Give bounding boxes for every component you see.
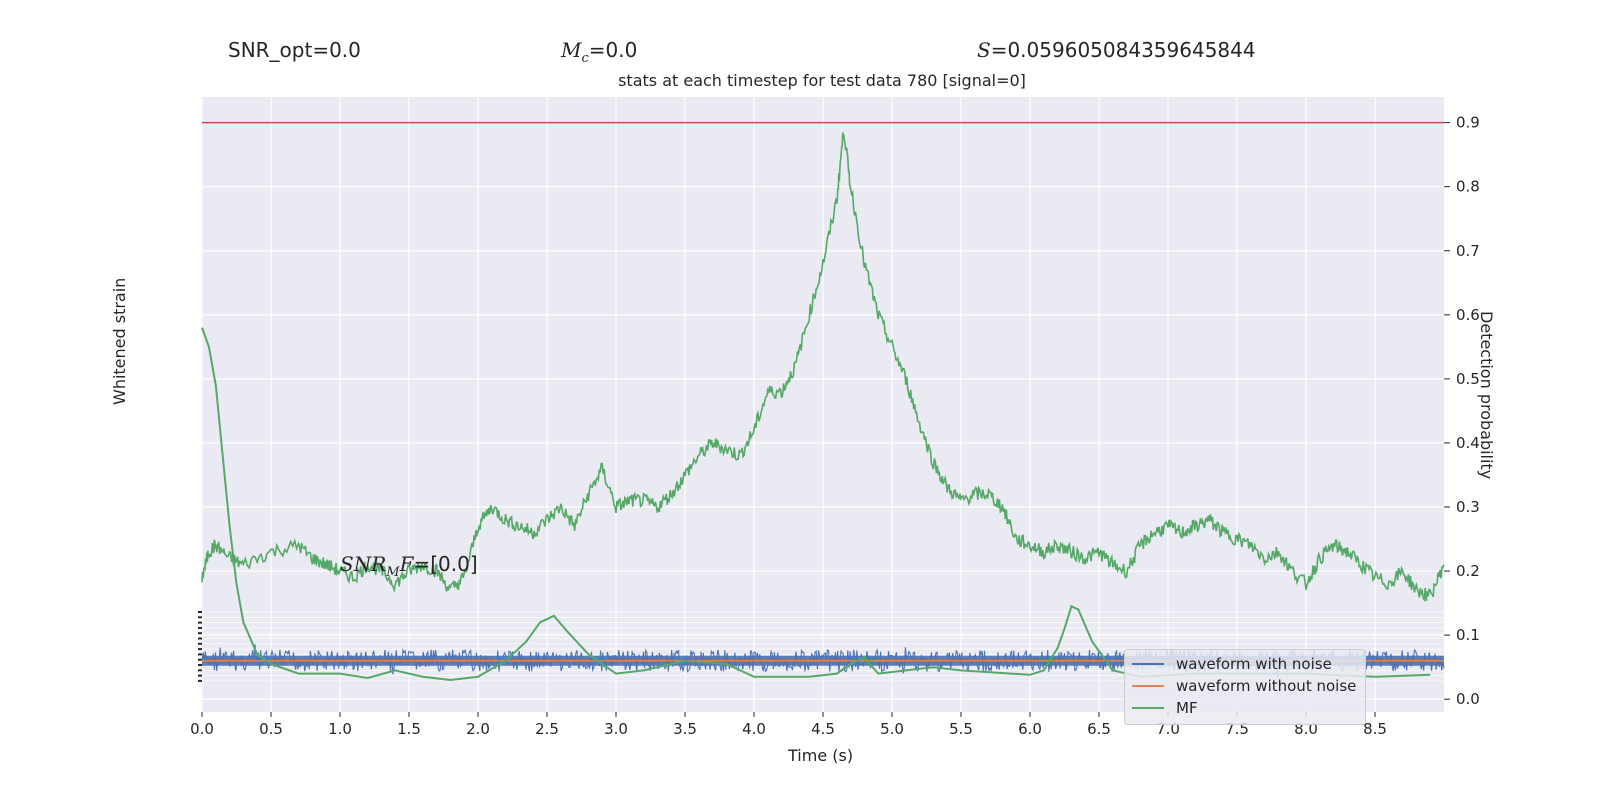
- x-tick-label: 1.0: [328, 720, 352, 738]
- y-tick-label: 0.3: [1456, 498, 1480, 516]
- y-tick-label: 0.7: [1456, 242, 1480, 260]
- x-tick-label: 2.0: [466, 720, 490, 738]
- chirp-mass-label: Mc=0.0: [561, 38, 638, 66]
- y-tick-label: 0.8: [1456, 178, 1480, 196]
- legend: waveform with noise waveform without noi…: [1124, 649, 1366, 725]
- y-tick-label: 0.0: [1456, 690, 1480, 708]
- chirp-mass-value: =0.0: [588, 38, 638, 62]
- x-tick-label: 1.5: [397, 720, 421, 738]
- x-tick-label: 3.5: [673, 720, 697, 738]
- detection-probability-line: [201, 132, 1445, 602]
- legend-item: MF: [1132, 698, 1198, 718]
- y-tick-label: 0.1: [1456, 626, 1480, 644]
- chart-title: stats at each timestep for test data 780…: [618, 71, 1026, 90]
- s-stat-value: =0.059605084359645844: [990, 38, 1256, 62]
- y-tick-label: 0.2: [1456, 562, 1480, 580]
- legend-item: waveform with noise: [1132, 654, 1332, 674]
- y-tick-label: 0.6: [1456, 306, 1480, 324]
- snr-mf-value: =[0.0]: [413, 552, 478, 576]
- legend-label: MF: [1176, 699, 1198, 717]
- x-tick-label: 2.5: [535, 720, 559, 738]
- legend-item: waveform without noise: [1132, 676, 1356, 696]
- x-tick-label: 3.0: [604, 720, 628, 738]
- mf-line: [201, 327, 1431, 682]
- x-tick-label: 4.5: [811, 720, 835, 738]
- x-tick-label: 0.0: [190, 720, 214, 738]
- y-axis-label-right: Detection probability: [1477, 311, 1496, 480]
- snr-opt-label: SNR_opt=0.0: [228, 38, 361, 62]
- s-stat-label: S=0.059605084359645844: [977, 38, 1256, 62]
- legend-swatch: [1132, 685, 1164, 687]
- x-tick-label: 4.0: [742, 720, 766, 738]
- x-tick-label: 6.5: [1087, 720, 1111, 738]
- x-tick-label: 8.5: [1363, 720, 1387, 738]
- x-tick-label: 6.0: [1018, 720, 1042, 738]
- y-axis-label-left: Whitened strain: [110, 277, 129, 405]
- x-tick-label: 5.5: [949, 720, 973, 738]
- legend-swatch: [1132, 707, 1164, 709]
- x-tick-label: 0.5: [259, 720, 283, 738]
- legend-label: waveform with noise: [1176, 655, 1332, 673]
- y-tick-label: 0.4: [1456, 434, 1480, 452]
- y-tick-label: 0.5: [1456, 370, 1480, 388]
- snr-mf-annotation: SNRMF=[0.0]: [340, 552, 478, 580]
- x-axis-label: Time (s): [788, 746, 854, 765]
- y-tick-label: 0.9: [1456, 114, 1480, 132]
- legend-swatch: [1132, 663, 1164, 665]
- x-tick-label: 5.0: [880, 720, 904, 738]
- legend-label: waveform without noise: [1176, 677, 1357, 695]
